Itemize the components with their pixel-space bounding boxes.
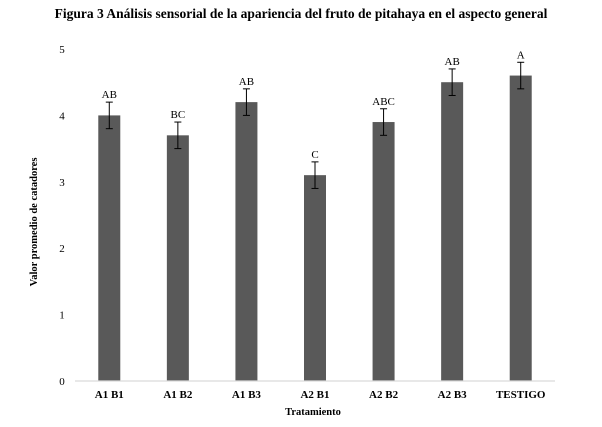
bar-a1-b1 xyxy=(98,115,121,382)
significance-label: BC xyxy=(171,109,186,121)
error-bar xyxy=(105,101,113,130)
x-tick-label: A2 B1 xyxy=(300,389,329,401)
bar-a2-b3 xyxy=(441,82,464,381)
x-tick-label: A1 B1 xyxy=(95,389,124,401)
y-tick-label: 0 xyxy=(59,376,65,388)
bar-testigo xyxy=(509,75,532,381)
significance-label: AB xyxy=(102,89,117,101)
x-tick-label: A2 B2 xyxy=(369,389,399,401)
x-tick-label: TESTIGO xyxy=(496,389,546,401)
error-bar xyxy=(174,121,182,150)
error-bar xyxy=(517,61,525,90)
y-tick-label: 5 xyxy=(59,44,65,56)
significance-label: ABC xyxy=(372,96,395,108)
y-axis: 0 1 2 3 4 5 xyxy=(59,44,65,388)
y-tick-label: 1 xyxy=(59,310,65,322)
error-bar xyxy=(380,108,388,136)
significance-label: C xyxy=(311,149,318,161)
error-bar xyxy=(448,68,456,96)
y-tick-label: 3 xyxy=(59,177,65,189)
bar-a1-b2 xyxy=(166,135,189,381)
bar-a2-b1 xyxy=(304,175,326,381)
significance-label: AB xyxy=(445,56,460,68)
error-bar xyxy=(242,88,250,116)
y-tick-label: 4 xyxy=(59,110,65,122)
figure-title: Figura 3 Análisis sensorial de la aparie… xyxy=(54,6,548,21)
x-tick-label: A2 B3 xyxy=(438,389,468,401)
significance-label: AB xyxy=(239,76,254,88)
bar-a1-b3 xyxy=(235,102,258,382)
x-axis-label: Tratamiento xyxy=(285,407,341,418)
significance-label: A xyxy=(517,49,525,61)
x-axis: A1 B1 A1 B2 A1 B3 A2 B1 A2 B2 A2 B3 TESTIGO xyxy=(75,380,555,401)
y-tick-label: 2 xyxy=(59,243,65,255)
bar-a2-b2 xyxy=(372,122,395,381)
x-tick-label: A1 B3 xyxy=(232,389,262,401)
error-bar xyxy=(311,161,319,189)
x-tick-label: A1 B2 xyxy=(163,389,193,401)
y-axis-label: Valor promedio de catadores xyxy=(29,158,40,287)
